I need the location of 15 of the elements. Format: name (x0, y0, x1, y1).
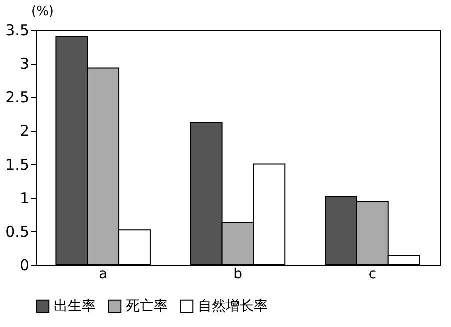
y-tick-label: 3 (20, 55, 30, 74)
legend-label: 死亡率 (126, 298, 168, 314)
y-tick-label: 0 (20, 256, 30, 274)
x-tick-label: c (368, 266, 377, 282)
legend-label: 自然增长率 (198, 298, 268, 314)
y-tick-label: 2.5 (6, 88, 30, 107)
y-tick-label: 1 (20, 189, 30, 208)
y-axis-title: (%) (32, 4, 54, 20)
x-tick-label: b (234, 266, 243, 282)
y-tick-label: 0.5 (6, 222, 30, 241)
legend-label: 出生率 (54, 298, 96, 314)
y-tick-label: 3.5 (6, 22, 30, 40)
y-tick-label: 1.5 (6, 156, 30, 174)
x-tick-label: a (99, 266, 108, 282)
y-tick-label: 2 (20, 122, 30, 140)
